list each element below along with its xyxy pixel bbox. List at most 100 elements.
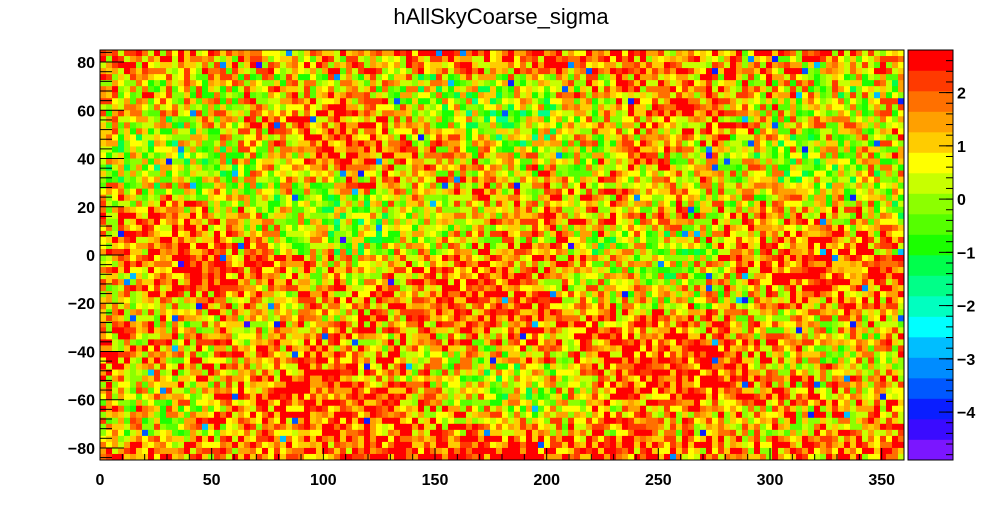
- heatmap-cell: [154, 80, 161, 87]
- heatmap-cell: [532, 104, 539, 111]
- heatmap-cell: [124, 86, 131, 93]
- heatmap-cell: [706, 146, 713, 153]
- heatmap-cell: [268, 206, 275, 214]
- heatmap-cell: [538, 242, 545, 250]
- heatmap-cell: [820, 188, 827, 196]
- heatmap-cell: [712, 261, 719, 268]
- heatmap-cell: [418, 140, 425, 147]
- heatmap-cell: [838, 98, 845, 105]
- heatmap-cell: [148, 176, 155, 184]
- heatmap-cell: [136, 267, 143, 274]
- heatmap-cell: [406, 224, 413, 232]
- heatmap-cell: [718, 140, 725, 147]
- heatmap-cell: [364, 92, 371, 99]
- heatmap-cell: [754, 152, 761, 159]
- heatmap-cell: [442, 104, 449, 111]
- heatmap-cell: [454, 200, 461, 208]
- heatmap-cell: [292, 140, 299, 147]
- heatmap-cell: [322, 80, 329, 87]
- heatmap-cell: [586, 50, 593, 57]
- heatmap-cell: [616, 140, 623, 147]
- heatmap-cell: [466, 98, 473, 105]
- heatmap-cell: [634, 122, 641, 129]
- heatmap-cell: [550, 236, 557, 244]
- heatmap-cell: [586, 86, 593, 93]
- heatmap-cell: [124, 255, 131, 262]
- heatmap-cell: [448, 224, 455, 232]
- heatmap-cell: [250, 92, 257, 99]
- heatmap-cell: [286, 140, 293, 147]
- heatmap-cell: [424, 104, 431, 111]
- heatmap-cell: [736, 230, 743, 238]
- heatmap-cell: [274, 194, 281, 202]
- heatmap-cell: [340, 152, 347, 159]
- heatmap-cell: [334, 242, 341, 250]
- heatmap-cell: [442, 261, 449, 268]
- heatmap-cell: [496, 146, 503, 153]
- heatmap-cell: [220, 128, 227, 135]
- heatmap-cell: [754, 212, 761, 220]
- heatmap-cell: [394, 80, 401, 87]
- heatmap-cell: [664, 158, 671, 165]
- heatmap-cell: [118, 182, 125, 190]
- heatmap-cell: [202, 110, 209, 117]
- heatmap-cell: [466, 224, 473, 232]
- heatmap-cell: [136, 230, 143, 238]
- heatmap-cell: [712, 50, 719, 57]
- heatmap-cell: [202, 86, 209, 93]
- heatmap-cell: [358, 182, 365, 190]
- heatmap-cell: [568, 86, 575, 93]
- heatmap-cell: [634, 98, 641, 105]
- heatmap-cell: [352, 92, 359, 99]
- heatmap-cell: [112, 200, 119, 208]
- heatmap-cell: [166, 170, 173, 178]
- heatmap-cell: [820, 110, 827, 117]
- heatmap-cell: [394, 134, 401, 141]
- heatmap-cell: [562, 86, 569, 93]
- heatmap-cell: [148, 261, 155, 268]
- heatmap-cell: [898, 230, 905, 238]
- heatmap-cell: [298, 80, 305, 87]
- heatmap-cell: [400, 140, 407, 147]
- heatmap-cell: [802, 242, 809, 250]
- heatmap-cell: [784, 224, 791, 232]
- heatmap-cell: [316, 236, 323, 244]
- heatmap-cell: [394, 194, 401, 202]
- heatmap-cell: [886, 146, 893, 153]
- heatmap-cell: [880, 242, 887, 250]
- heatmap-cell: [682, 224, 689, 232]
- heatmap-cell: [370, 170, 377, 178]
- heatmap-cell: [334, 140, 341, 147]
- heatmap-cell: [292, 152, 299, 159]
- heatmap-cell: [640, 255, 647, 262]
- heatmap-cell: [592, 182, 599, 190]
- heatmap-cell: [328, 224, 335, 232]
- heatmap-cell: [100, 200, 107, 208]
- heatmap-cell: [886, 62, 893, 69]
- heatmap-cell: [526, 212, 533, 220]
- heatmap-cell: [256, 80, 263, 87]
- heatmap-cell: [424, 194, 431, 202]
- heatmap-cell: [136, 62, 143, 69]
- heatmap-cell: [130, 128, 137, 135]
- heatmap-cell: [640, 206, 647, 214]
- heatmap-cell: [784, 152, 791, 159]
- heatmap-cell: [802, 122, 809, 129]
- heatmap-cell: [382, 176, 389, 184]
- heatmap-cell: [262, 86, 269, 93]
- heatmap-cell: [388, 255, 395, 262]
- heatmap-cell: [634, 68, 641, 75]
- heatmap-cell: [850, 116, 857, 123]
- heatmap-cell: [694, 200, 701, 208]
- heatmap-cell: [808, 74, 815, 81]
- heatmap-cell: [706, 248, 713, 256]
- heatmap-cell: [670, 267, 677, 274]
- heatmap-cell: [568, 188, 575, 196]
- heatmap-cell: [502, 218, 509, 226]
- heatmap-cell: [688, 140, 695, 147]
- heatmap-cell: [586, 194, 593, 202]
- heatmap-cell: [880, 255, 887, 262]
- heatmap-cell: [658, 134, 665, 141]
- heatmap-cell: [316, 230, 323, 238]
- heatmap-cell: [712, 122, 719, 129]
